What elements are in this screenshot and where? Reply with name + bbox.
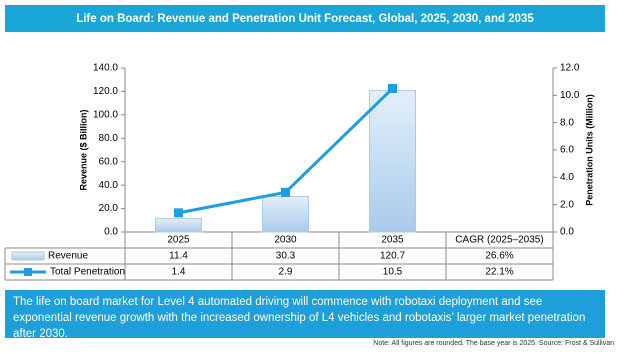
y-tick-label: 60.0 <box>99 156 119 167</box>
x-tick-label: 2025 <box>167 235 190 246</box>
table-value: 11.4 <box>169 251 188 262</box>
y2-tick-label: 10.0 <box>560 90 580 101</box>
y-tick-label: 20.0 <box>99 203 119 214</box>
description: The life on board market for Level 4 aut… <box>5 290 605 340</box>
table-value: 10.5 <box>383 267 403 278</box>
bar <box>155 218 202 233</box>
y-tick-label: 0.0 <box>104 227 118 238</box>
legend-marker <box>24 268 32 276</box>
y2-tick-label: 6.0 <box>560 145 574 156</box>
x-tick-label: 2030 <box>274 235 297 246</box>
y2-tick-label: 12.0 <box>560 63 580 74</box>
legend-label: Revenue <box>48 251 88 262</box>
note: Note: All figures are rounded. The base … <box>373 340 614 347</box>
table-value: 30.3 <box>276 251 296 262</box>
y2-tick-label: 0.0 <box>560 227 574 238</box>
cagr-header: CAGR (2025–2035) <box>455 235 543 246</box>
y-axis-label: Revenue ($ Billion) <box>78 109 88 190</box>
y2-tick-label: 8.0 <box>560 117 574 128</box>
x-tick-label: 2035 <box>381 235 404 246</box>
marker <box>388 84 397 93</box>
y2-axis-label: Penetration Units (Million) <box>584 94 594 206</box>
table-value: 1.4 <box>172 267 186 278</box>
legend-label: Total Penetration <box>50 267 125 278</box>
cagr-value: 26.6% <box>485 251 513 262</box>
table-value: 2.9 <box>279 267 293 278</box>
bar <box>262 196 309 233</box>
y2-tick-label: 4.0 <box>560 172 574 183</box>
y-tick-label: 120.0 <box>93 86 118 97</box>
marker <box>174 208 183 218</box>
y-tick-label: 140.0 <box>93 63 118 74</box>
bar <box>369 90 416 233</box>
marker <box>281 187 290 197</box>
y2-tick-label: 2.0 <box>560 199 574 210</box>
legend-swatch <box>11 251 45 261</box>
title-bar <box>5 5 605 32</box>
cagr-value: 22.1% <box>485 267 513 278</box>
table-value: 120.7 <box>380 251 405 262</box>
chart-title: Life on Board: Revenue and Penetration U… <box>76 13 534 25</box>
y-tick-label: 80.0 <box>99 133 119 144</box>
y-tick-label: 40.0 <box>99 180 119 191</box>
y-tick-label: 100.0 <box>93 109 118 120</box>
